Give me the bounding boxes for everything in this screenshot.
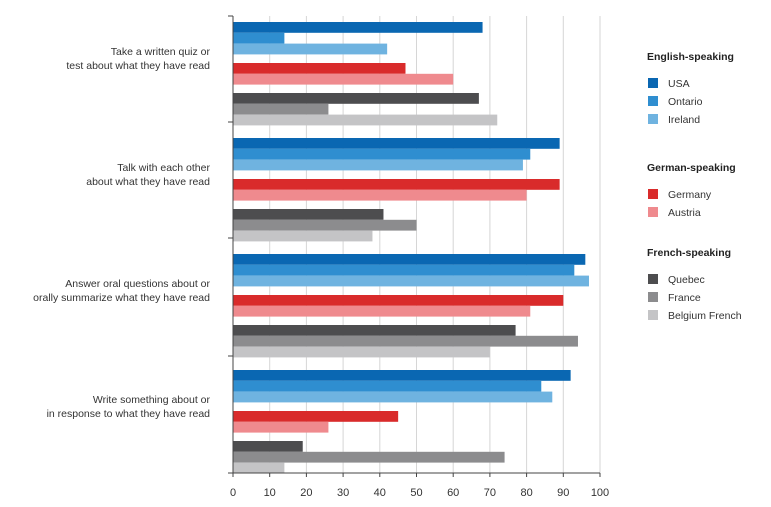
bar-ontario [233,380,542,392]
bars [233,22,589,474]
x-tick-label: 90 [557,487,569,499]
bar-germany [233,179,560,190]
bar-usa [233,138,560,149]
bar-france [233,219,417,231]
bar-austria [233,305,531,317]
legend-swatch [648,274,658,284]
bar-quebec [233,93,479,104]
bar-belgium-french [233,462,285,474]
x-tick-label: 100 [591,487,609,499]
bar-ireland [233,43,388,55]
bar-ontario [233,32,285,44]
legend-swatch [648,310,658,320]
bar-belgium-french [233,346,490,358]
bar-france [233,335,578,347]
category-label: Answer oral questions about or [65,278,210,290]
category-label: test about what they have read [66,60,210,72]
legend-group-title: English-speaking [647,51,734,63]
legend: English-speaking USA Ontario Ireland German-… [647,51,742,322]
bar-austria [233,73,454,85]
bar-belgium-french [233,230,373,242]
bar-belgium-french [233,114,498,126]
category-label: Write something about or [93,394,211,406]
category-label: Talk with each other [117,162,210,174]
bar-usa [233,370,571,381]
legend-item-label: Ireland [668,114,700,126]
bar-usa [233,254,586,265]
axes: 0 10 20 30 40 50 60 70 80 90 100 [228,15,609,499]
category-label: orally summarize what they have read [33,292,210,304]
bar-usa [233,22,483,33]
legend-item-label: France [668,292,701,304]
x-tick-label: 40 [374,487,386,499]
legend-item-label: Germany [668,189,712,201]
category-label: about what they have read [86,176,210,188]
bar-france [233,103,329,115]
bar-austria [233,421,329,433]
bar-germany [233,63,406,74]
legend-swatch [648,114,658,124]
gridlines [269,16,601,473]
x-tick-label: 0 [230,487,236,499]
bar-ontario [233,264,575,276]
bar-quebec [233,325,516,336]
bar-germany [233,295,564,306]
bar-france [233,451,505,463]
bar-germany [233,411,399,422]
legend-swatch [648,78,658,88]
legend-item-label: Ontario [668,96,703,108]
legend-item-label: Austria [668,207,701,219]
legend-swatch [648,96,658,106]
x-tick-label: 50 [410,487,422,499]
bar-ontario [233,148,531,160]
legend-swatch [648,292,658,302]
legend-group-title: German-speaking [647,162,736,174]
x-tick-label: 70 [484,487,496,499]
bar-ireland [233,391,553,403]
x-tick-label: 20 [300,487,312,499]
category-label: in response to what they have read [47,408,211,420]
bar-quebec [233,209,384,220]
legend-item-label: USA [668,78,690,90]
legend-swatch [648,207,658,217]
legend-item-label: Belgium French [668,310,742,322]
legend-item-label: Quebec [668,274,705,286]
bar-ireland [233,275,589,287]
x-tick-label: 60 [447,487,459,499]
category-labels: Take a written quiz or test about what th… [33,46,210,420]
bar-quebec [233,441,303,452]
legend-swatch [648,189,658,199]
bar-ireland [233,159,523,171]
legend-group-title: French-speaking [647,247,731,259]
x-tick-label: 80 [520,487,532,499]
category-label: Take a written quiz or [111,46,211,58]
x-tick-label: 30 [337,487,349,499]
x-tick-label: 10 [264,487,276,499]
bar-austria [233,189,527,201]
